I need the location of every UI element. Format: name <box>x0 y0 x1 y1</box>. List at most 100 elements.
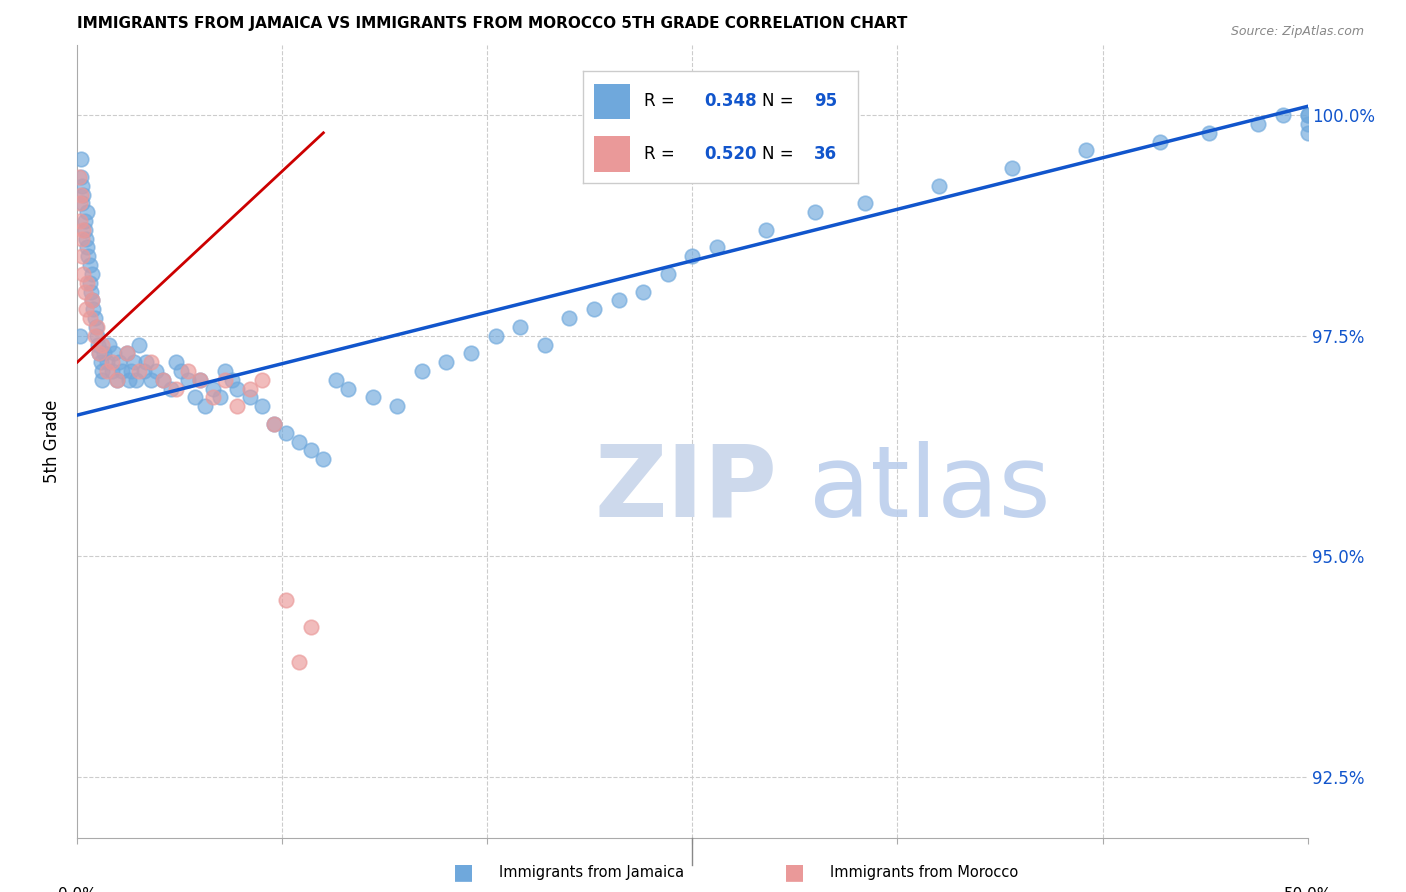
Point <box>90 355 112 369</box>
Point <box>82 267 104 281</box>
Point <box>288 434 311 449</box>
Point <box>1272 108 1295 122</box>
Point <box>76 205 98 219</box>
Point <box>101 355 124 369</box>
Point <box>1198 126 1220 140</box>
Point <box>385 399 409 413</box>
Point <box>276 593 298 607</box>
Point <box>90 337 114 351</box>
Point <box>682 249 704 263</box>
Point <box>132 364 155 378</box>
Point <box>239 382 262 396</box>
Point <box>82 293 104 308</box>
Point <box>226 399 249 413</box>
Point <box>221 373 243 387</box>
Point <box>79 311 101 326</box>
Point <box>70 196 93 211</box>
Point <box>804 205 827 219</box>
Text: 0.348: 0.348 <box>704 93 756 111</box>
Bar <box>595 84 630 120</box>
Point <box>118 373 141 387</box>
Point <box>76 240 98 254</box>
Point <box>70 153 93 167</box>
Point <box>152 373 174 387</box>
Y-axis label: 5th Grade: 5th Grade <box>44 400 62 483</box>
Point <box>67 169 90 184</box>
Point <box>170 364 193 378</box>
Point <box>76 276 98 290</box>
Point <box>436 355 458 369</box>
Point <box>188 373 212 387</box>
Point <box>706 240 728 254</box>
Point <box>86 319 108 334</box>
Point <box>239 391 262 405</box>
Point <box>633 285 655 299</box>
Point <box>1001 161 1024 175</box>
Point <box>312 452 335 467</box>
Point <box>299 443 322 458</box>
Point <box>325 373 347 387</box>
Point <box>75 232 97 246</box>
Point <box>115 346 138 360</box>
Point <box>583 302 606 317</box>
Point <box>89 346 111 360</box>
Text: ■: ■ <box>785 863 804 882</box>
Text: Immigrants from Morocco: Immigrants from Morocco <box>830 865 1018 880</box>
Point <box>928 178 950 193</box>
Point <box>108 355 131 369</box>
Point <box>84 319 107 334</box>
Point <box>89 346 111 360</box>
Bar <box>595 136 630 171</box>
Text: 0.0%: 0.0% <box>58 887 97 892</box>
Text: 95: 95 <box>814 93 837 111</box>
Point <box>299 620 322 634</box>
Point <box>226 382 249 396</box>
Point <box>460 346 482 360</box>
Point <box>96 355 118 369</box>
Point <box>86 328 108 343</box>
Point <box>69 214 91 228</box>
Point <box>607 293 630 308</box>
Point <box>184 391 207 405</box>
Point <box>101 364 124 378</box>
Point <box>214 364 236 378</box>
Point <box>80 285 103 299</box>
Text: 0.520: 0.520 <box>704 145 756 163</box>
Point <box>128 364 150 378</box>
Point <box>160 382 183 396</box>
Point <box>125 373 148 387</box>
Point <box>141 373 163 387</box>
Point <box>70 232 93 246</box>
Point <box>1296 108 1319 122</box>
Point <box>141 355 163 369</box>
Point <box>165 382 187 396</box>
Text: atlas: atlas <box>810 441 1050 538</box>
Text: ■: ■ <box>454 863 474 882</box>
Point <box>70 187 93 202</box>
Point <box>122 355 145 369</box>
Point <box>115 346 138 360</box>
Point <box>755 223 778 237</box>
Point <box>177 373 200 387</box>
Text: N =: N = <box>762 145 799 163</box>
Point <box>1296 117 1319 131</box>
Point <box>70 178 93 193</box>
Point <box>105 373 128 387</box>
Point <box>82 293 104 308</box>
Point <box>75 302 97 317</box>
Point <box>188 373 212 387</box>
Point <box>82 302 104 317</box>
Text: R =: R = <box>644 93 681 111</box>
Point <box>509 319 531 334</box>
Text: ZIP: ZIP <box>595 441 778 538</box>
Point <box>79 258 101 272</box>
Point <box>1296 126 1319 140</box>
Point <box>98 337 121 351</box>
Point <box>1076 144 1098 158</box>
Point <box>111 364 132 378</box>
Point <box>152 373 174 387</box>
Point <box>103 346 125 360</box>
Text: N =: N = <box>762 93 799 111</box>
Point <box>411 364 433 378</box>
Point <box>70 249 93 263</box>
